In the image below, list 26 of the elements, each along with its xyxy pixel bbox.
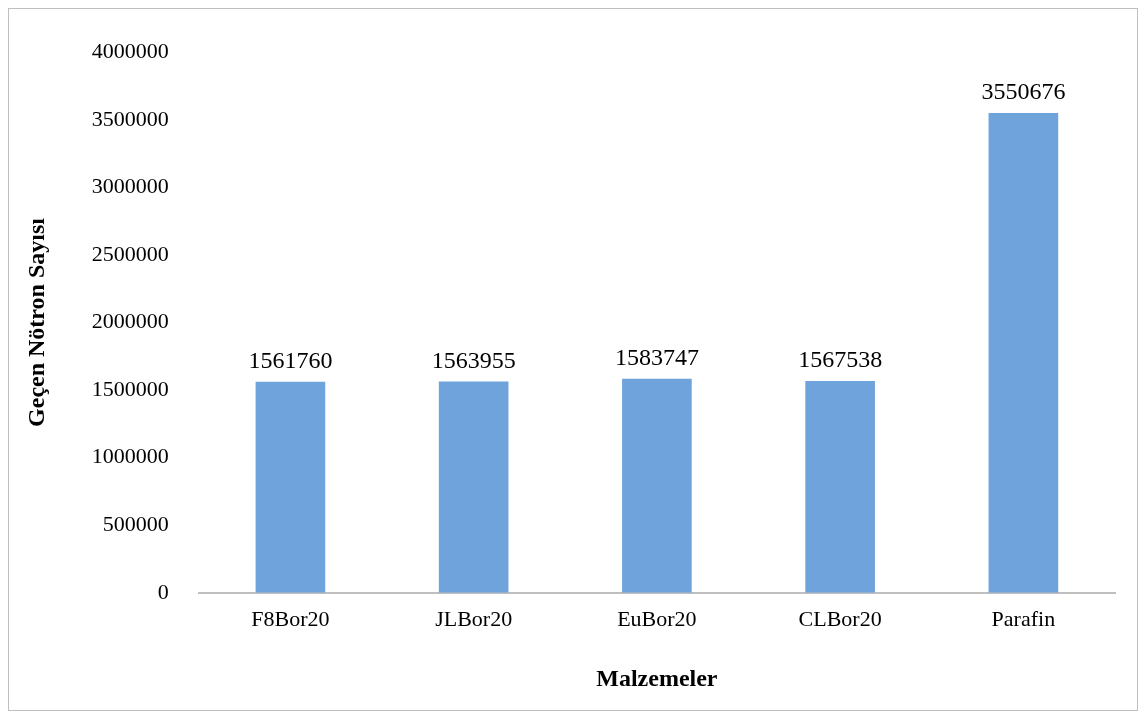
bar — [622, 378, 692, 593]
data-label: 1561760 — [248, 347, 333, 374]
x-tick-label: Parafin — [991, 605, 1056, 631]
data-label: 1563955 — [431, 346, 516, 373]
x-axis-title: Malzemeler — [596, 664, 718, 691]
y-axis-title: Geçen Nötron Sayısı — [22, 217, 49, 427]
x-tick-label: F8Bor20 — [251, 605, 330, 631]
data-label: 3550676 — [981, 78, 1066, 105]
x-tick-label: CLBor20 — [798, 605, 882, 631]
y-tick-label: 0 — [157, 578, 169, 604]
bar — [255, 381, 326, 593]
x-tick-label: EuBor20 — [617, 605, 697, 631]
x-tick-label: JLBor20 — [435, 605, 513, 631]
bar — [805, 380, 875, 593]
y-tick-label: 3500000 — [91, 105, 169, 131]
y-tick-label: 2500000 — [91, 240, 169, 266]
y-tick-label: 1500000 — [91, 375, 169, 401]
y-tick-label: 2000000 — [91, 308, 169, 334]
y-tick-label: 3000000 — [91, 173, 169, 199]
y-tick-label: 500000 — [102, 511, 169, 537]
bar — [988, 112, 1059, 593]
data-label: 1583747 — [614, 344, 699, 371]
y-tick-label: 1000000 — [91, 443, 169, 469]
y-tick-label: 4000000 — [91, 37, 169, 63]
bar — [438, 381, 509, 593]
data-label: 1567538 — [798, 346, 883, 373]
